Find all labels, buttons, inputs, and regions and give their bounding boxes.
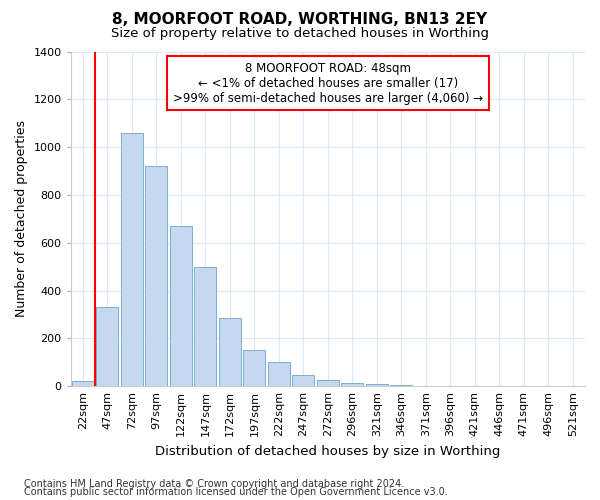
Bar: [219, 318, 241, 386]
Bar: [391, 385, 412, 386]
Bar: [244, 350, 265, 386]
Bar: [366, 384, 388, 386]
Text: Contains public sector information licensed under the Open Government Licence v3: Contains public sector information licen…: [24, 487, 448, 497]
Bar: [97, 308, 118, 386]
Bar: [194, 266, 217, 386]
Bar: [145, 166, 167, 386]
Bar: [341, 382, 364, 386]
Text: Size of property relative to detached houses in Worthing: Size of property relative to detached ho…: [111, 28, 489, 40]
Bar: [121, 133, 143, 386]
Bar: [292, 376, 314, 386]
Y-axis label: Number of detached properties: Number of detached properties: [15, 120, 28, 318]
Text: 8, MOORFOOT ROAD, WORTHING, BN13 2EY: 8, MOORFOOT ROAD, WORTHING, BN13 2EY: [112, 12, 488, 28]
X-axis label: Distribution of detached houses by size in Worthing: Distribution of detached houses by size …: [155, 444, 500, 458]
Bar: [268, 362, 290, 386]
Text: 8 MOORFOOT ROAD: 48sqm
← <1% of detached houses are smaller (17)
>99% of semi-de: 8 MOORFOOT ROAD: 48sqm ← <1% of detached…: [173, 62, 483, 104]
Text: Contains HM Land Registry data © Crown copyright and database right 2024.: Contains HM Land Registry data © Crown c…: [24, 479, 404, 489]
Bar: [72, 382, 94, 386]
Bar: [317, 380, 339, 386]
Bar: [170, 226, 192, 386]
